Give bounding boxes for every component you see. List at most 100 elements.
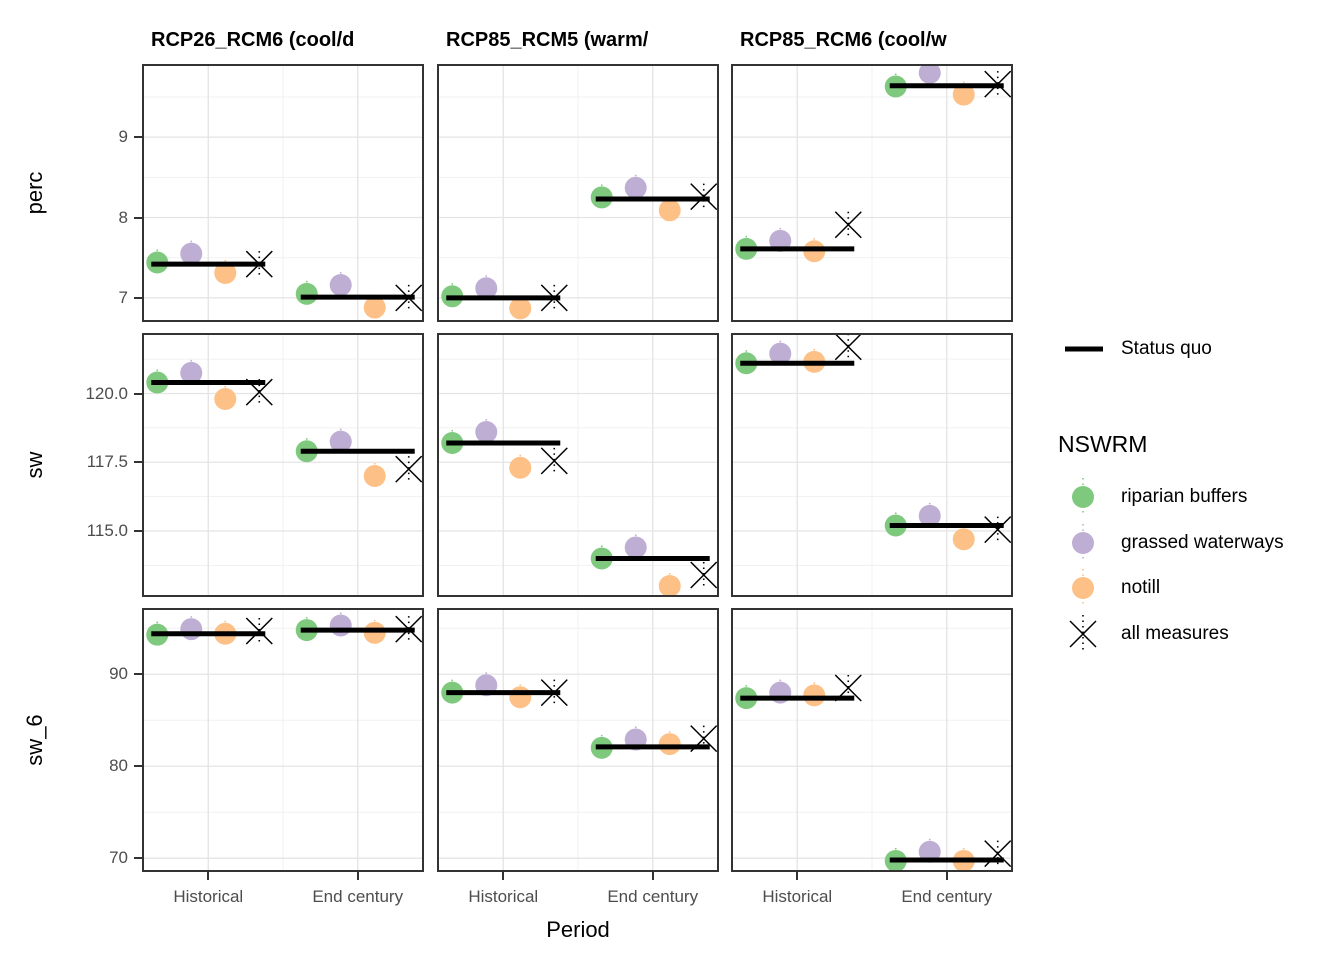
panel-canvas xyxy=(731,608,1013,874)
row-label-sw-6: sw_6 xyxy=(22,714,47,766)
point-grassed-waterways xyxy=(624,536,647,559)
legend-title-nswrm: NSWRM xyxy=(1058,431,1148,457)
legend-entry-grassed-waterways: grassed waterways xyxy=(1061,521,1284,565)
point-grassed-waterways xyxy=(918,504,941,527)
circle-marker-key xyxy=(1072,478,1094,516)
point-all-measures-x xyxy=(690,725,718,753)
x-tick-label: Historical xyxy=(468,887,539,906)
point-notill xyxy=(658,199,681,222)
circle-marker-key xyxy=(1072,524,1094,562)
y-tick-mark xyxy=(134,530,142,532)
row-label-sw: sw xyxy=(22,451,47,479)
y-tick-label: 120.0 xyxy=(85,383,128,403)
point-all-measures-x xyxy=(540,284,568,312)
point-notill xyxy=(363,296,386,319)
point-notill xyxy=(214,261,237,284)
legend-label: grassed waterways xyxy=(1121,532,1284,553)
point-notill xyxy=(658,575,681,597)
circle-marker-key xyxy=(1072,569,1094,607)
x-tick-mark xyxy=(796,872,799,880)
y-tick-label: 80 xyxy=(109,756,128,776)
y-tick-mark xyxy=(134,216,142,219)
facet-panel-sw-col2 xyxy=(437,333,719,599)
point-grassed-waterways xyxy=(918,840,941,863)
y-tick-label: 115.0 xyxy=(86,521,128,540)
y-tick-mark xyxy=(134,136,142,139)
facet-panel-perc-col3 xyxy=(731,59,1013,322)
point-grassed-waterways xyxy=(769,342,792,365)
facet-panel-sw_6-col3 xyxy=(731,608,1013,874)
x-tick-label: End century xyxy=(312,887,404,906)
facet-strip-col-1: RCP26_RCM6 (cool/d xyxy=(151,29,355,51)
y-tick-mark xyxy=(134,296,142,299)
point-all-measures-x xyxy=(834,674,862,702)
x-tick-label: Historical xyxy=(173,887,244,906)
y-tick-mark xyxy=(134,765,142,768)
point-notill xyxy=(952,83,975,106)
x-tick-label: End century xyxy=(607,887,699,906)
y-tick-label: 9 xyxy=(118,127,128,147)
panel-canvas xyxy=(437,608,719,872)
legend-entry-status-quo: Status quo xyxy=(1061,327,1212,371)
point-grassed-waterways xyxy=(624,176,647,199)
facet-panel-perc-col1 xyxy=(142,64,424,322)
point-grassed-waterways xyxy=(180,618,203,641)
point-all-measures-x xyxy=(834,211,862,239)
point-grassed-waterways xyxy=(918,61,941,84)
status-quo-line-key xyxy=(1065,346,1103,352)
point-all-measures-x xyxy=(245,617,273,645)
point-all-measures-x xyxy=(834,333,862,361)
y-tick-mark xyxy=(134,392,142,395)
panel-canvas xyxy=(731,333,1013,597)
x-tick-mark xyxy=(502,872,505,880)
facet-panel-sw_6-col2 xyxy=(437,608,719,872)
point-all-measures-x xyxy=(395,615,423,643)
x-tick-mark xyxy=(651,872,654,880)
y-tick-mark xyxy=(134,857,142,860)
x-tick-mark xyxy=(356,872,359,880)
x-tick-mark xyxy=(207,872,210,880)
legend-entry-notill: notill xyxy=(1061,566,1160,610)
panel-canvas xyxy=(142,608,424,872)
y-tick-mark xyxy=(134,673,142,676)
point-all-measures-x xyxy=(395,455,423,483)
point-all-measures-x xyxy=(395,284,423,312)
point-grassed-waterways xyxy=(329,274,352,297)
x-tick-label: End century xyxy=(901,887,993,906)
point-notill xyxy=(363,621,386,644)
point-all-measures-x xyxy=(984,70,1012,98)
point-notill xyxy=(214,388,237,410)
y-tick-mark xyxy=(134,461,142,464)
point-notill xyxy=(658,733,681,756)
point-grassed-waterways xyxy=(769,229,792,252)
point-grassed-waterways xyxy=(329,430,352,453)
point-notill xyxy=(952,528,975,551)
row-label-perc: perc xyxy=(22,171,47,215)
point-notill xyxy=(803,684,826,707)
point-grassed-waterways xyxy=(180,242,203,265)
point-all-measures-x xyxy=(540,447,568,475)
facet-panel-sw-col3 xyxy=(731,333,1013,597)
panel-canvas xyxy=(142,333,424,597)
legend-entry-riparian-buffers: riparian buffers xyxy=(1061,475,1247,519)
point-all-measures-x xyxy=(690,561,718,589)
point-all-measures-x xyxy=(245,250,273,278)
legend-entry-all-measures: all measures xyxy=(1061,612,1229,656)
point-grassed-waterways xyxy=(475,277,498,300)
legend-label: notill xyxy=(1121,577,1161,598)
facet-panel-sw_6-col1 xyxy=(142,608,424,872)
x-tick-mark xyxy=(945,872,948,880)
facet-strip-col-3: RCP85_RCM6 (cool/w xyxy=(740,29,947,51)
panel-canvas xyxy=(437,333,719,599)
point-all-measures-x xyxy=(540,679,568,707)
point-all-measures-x xyxy=(690,183,718,211)
point-notill xyxy=(363,465,386,487)
y-tick-label: 7 xyxy=(118,287,128,307)
legend-label: riparian buffers xyxy=(1121,486,1248,507)
point-riparian-buffers xyxy=(295,282,318,305)
legend-label-status-quo: Status quo xyxy=(1121,338,1212,359)
y-tick-label: 70 xyxy=(109,848,128,868)
facet-panel-sw-col1 xyxy=(142,333,424,597)
y-tick-label: 90 xyxy=(109,664,128,684)
